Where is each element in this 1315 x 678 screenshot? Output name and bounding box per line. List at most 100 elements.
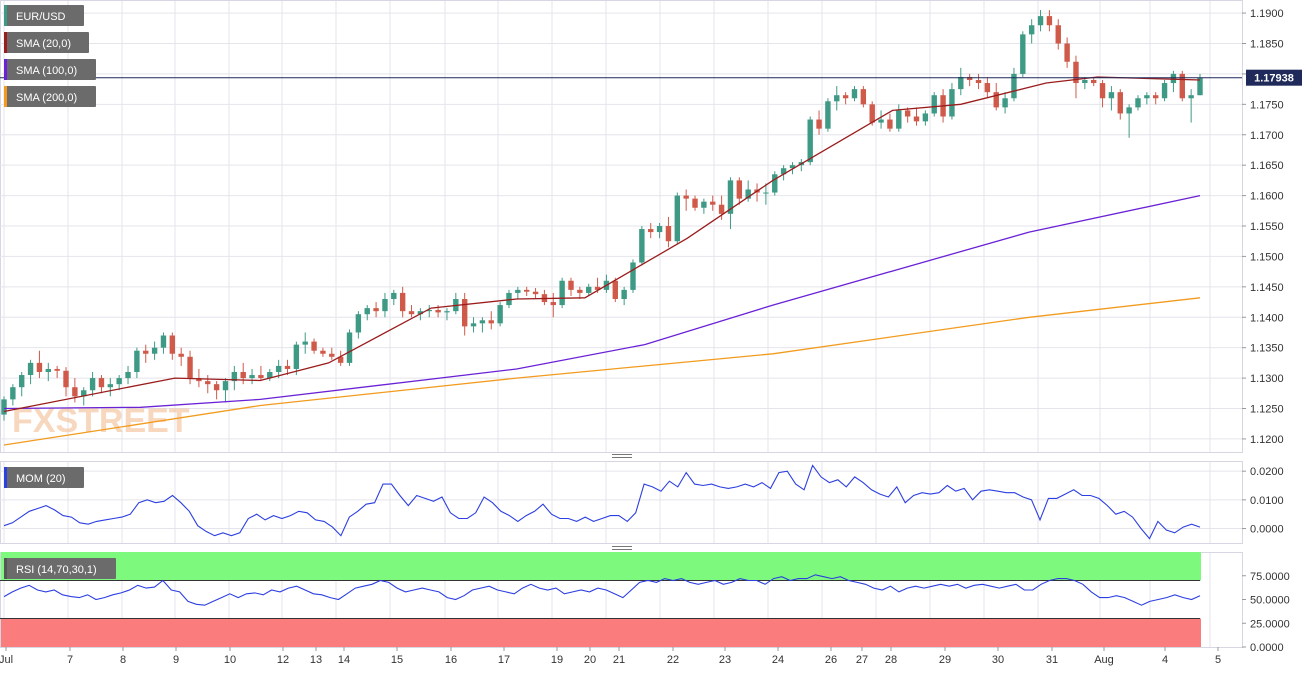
x-tick-label: 8	[120, 654, 126, 666]
candle-body	[887, 119, 893, 129]
candle-body	[27, 362, 34, 376]
candle-body	[1161, 83, 1168, 99]
candle-body	[134, 350, 140, 372]
legends: EUR/USD SMA (20,0) SMA (100,0) SMA (200,0) M…	[4, 5, 116, 579]
candle-body	[1117, 92, 1123, 114]
candle-body	[337, 356, 344, 363]
y-tick-label: 1.1750	[1250, 99, 1284, 111]
x-tick-label: 17	[498, 654, 510, 666]
candle-body	[718, 204, 725, 214]
current-price-label: 1.17938	[1254, 73, 1294, 85]
candle-body	[780, 168, 787, 175]
candle-body	[1011, 73, 1017, 99]
rsi-y-tick-label: 25.0000	[1250, 618, 1290, 630]
legend-sma20[interactable]: SMA (20,0)	[4, 32, 89, 53]
candle-body	[577, 289, 583, 293]
candle-body	[550, 302, 556, 306]
panel-resize-handle[interactable]	[612, 454, 632, 458]
candle-body	[532, 291, 539, 295]
legend-sma100[interactable]: SMA (100,0)	[4, 59, 96, 80]
candle-body	[36, 362, 43, 372]
candle-body	[842, 95, 849, 99]
candle-body	[364, 308, 370, 315]
candle-body	[1197, 77, 1203, 96]
candle-body	[302, 341, 308, 345]
candle-body	[320, 350, 326, 354]
legend-eurusd[interactable]: EUR/USD	[4, 5, 84, 26]
candle-body	[169, 335, 176, 354]
candle-body	[479, 320, 486, 324]
candle-body	[1153, 95, 1159, 99]
candle-body	[1135, 98, 1141, 108]
candle-body	[151, 347, 158, 354]
candle-body	[293, 344, 300, 369]
x-tick-label: 7	[67, 654, 73, 666]
candle-body	[896, 110, 902, 129]
candle-body	[231, 372, 238, 382]
candle-body	[435, 309, 441, 313]
x-tick-label: 4	[1162, 654, 1168, 666]
mom-y-tick-label: 0.0100	[1250, 495, 1284, 507]
sma200-line	[3, 297, 1201, 446]
candle-body	[1144, 95, 1150, 99]
x-tick-label: 13	[310, 654, 322, 666]
candle-body	[72, 387, 78, 397]
candle-body	[1090, 80, 1097, 84]
legend-rsi-label: RSI (14,70,30,1)	[16, 564, 97, 576]
candle-body	[373, 308, 379, 312]
candle-body	[178, 353, 184, 357]
candle-body	[515, 289, 521, 293]
x-tick-label: 27	[856, 654, 868, 666]
mom-y-tick-label: 0.0000	[1250, 524, 1284, 536]
candle-body	[949, 89, 955, 117]
candle-body	[648, 229, 654, 233]
candle-body	[461, 299, 468, 327]
candle-body	[586, 286, 592, 293]
candle-body	[470, 323, 477, 327]
candle-body	[89, 378, 96, 391]
sma100-line	[3, 194, 1201, 410]
candle-body	[789, 165, 796, 169]
rsi-y-tick-label: 75.0000	[1250, 571, 1290, 583]
candle-body	[391, 292, 397, 299]
candle-body	[1073, 61, 1079, 84]
legend-eurusd-label: EUR/USD	[16, 11, 66, 23]
momentum-panel: 0.0200 0.0100 0.0000	[0, 464, 1284, 540]
candle-body	[63, 370, 69, 388]
legend-sma200[interactable]: SMA (200,0)	[4, 86, 96, 107]
x-tick-label: 15	[391, 654, 403, 666]
candle-body	[825, 101, 831, 129]
panel-resize-handle[interactable]	[612, 546, 632, 550]
y-tick-label: 1.1400	[1250, 312, 1284, 324]
candle-body	[559, 280, 565, 306]
candle-body	[125, 372, 131, 379]
legend-mom[interactable]: MOM (20)	[4, 467, 84, 488]
candle-body	[1002, 98, 1008, 108]
candle-body	[727, 180, 734, 214]
candle-body	[10, 387, 16, 400]
candle-body	[993, 92, 999, 108]
y-tick-label: 1.1300	[1250, 373, 1284, 385]
candle-body	[878, 119, 884, 123]
candle-body	[869, 104, 875, 123]
candle-body	[249, 375, 255, 379]
candle-body	[630, 262, 636, 290]
candle-body	[665, 226, 672, 242]
candle-body	[19, 375, 25, 388]
candle-body	[1020, 34, 1026, 74]
mom-y-tick-label: 0.0200	[1250, 466, 1284, 478]
y-tick-label: 1.1450	[1250, 282, 1284, 294]
candle-body	[692, 198, 698, 208]
candle-body	[408, 311, 415, 315]
candle-body	[54, 368, 60, 371]
sma20-line	[3, 76, 1201, 413]
x-tick-label: 21	[613, 654, 625, 666]
rsi-oversold-zone	[1, 618, 1201, 647]
x-tick-label: 12	[277, 654, 289, 666]
rsi-y-tick-label: 0.0000	[1250, 642, 1284, 654]
y-tick-label: 1.1850	[1250, 39, 1284, 51]
candle-body	[258, 375, 264, 379]
candle-body	[612, 280, 618, 299]
y-tick-label: 1.1600	[1250, 191, 1284, 203]
legend-rsi[interactable]: RSI (14,70,30,1)	[4, 558, 116, 579]
